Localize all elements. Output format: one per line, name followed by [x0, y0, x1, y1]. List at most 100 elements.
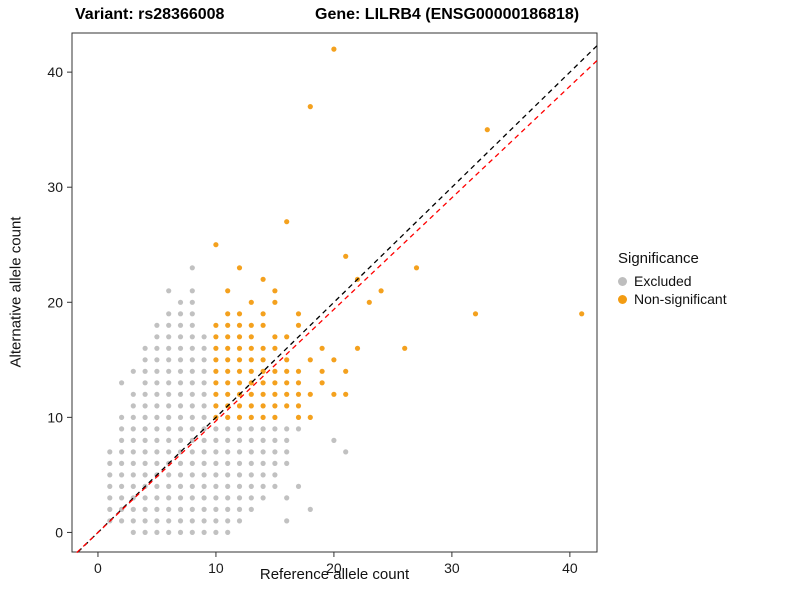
data-point-non-significant [225, 368, 231, 374]
data-point-excluded [225, 483, 231, 489]
data-point-non-significant [472, 311, 479, 317]
data-point-excluded [177, 472, 184, 478]
data-point-excluded [142, 506, 148, 512]
data-point-non-significant [248, 403, 254, 409]
x-tick-label: 30 [444, 560, 460, 576]
data-point-excluded [189, 380, 195, 386]
data-point-non-significant [213, 403, 219, 409]
data-point-non-significant [284, 334, 290, 340]
data-point-excluded [189, 299, 195, 305]
data-point-excluded [177, 334, 184, 340]
data-point-non-significant [272, 380, 278, 386]
data-point-excluded [284, 495, 290, 501]
data-point-non-significant [248, 345, 254, 351]
data-point-non-significant [319, 368, 325, 374]
data-point-non-significant [248, 322, 254, 328]
data-point-non-significant [378, 288, 384, 294]
data-point-excluded [225, 460, 231, 466]
data-point-non-significant [213, 368, 219, 374]
data-point-non-significant [272, 299, 278, 305]
data-point-non-significant [248, 414, 254, 420]
data-point-excluded [189, 472, 195, 478]
data-point-excluded [213, 506, 219, 512]
data-point-excluded [201, 391, 207, 397]
data-point-excluded [213, 472, 219, 478]
data-point-non-significant [236, 380, 243, 386]
data-point-non-significant [213, 242, 219, 248]
data-point-excluded [236, 449, 243, 455]
data-point-non-significant [213, 391, 219, 397]
data-point-non-significant [213, 322, 219, 328]
data-point-excluded [189, 357, 195, 363]
data-point-non-significant [272, 414, 278, 420]
data-point-excluded [213, 426, 219, 432]
data-point-non-significant [295, 368, 302, 374]
data-point-non-significant [284, 380, 290, 386]
data-point-excluded [272, 460, 278, 466]
data-point-non-significant [225, 357, 231, 363]
data-point-non-significant [236, 357, 243, 363]
data-point-non-significant [225, 380, 231, 386]
data-point-excluded [130, 449, 136, 455]
excluded-point-swatch-icon [618, 276, 627, 286]
data-point-excluded [119, 483, 125, 489]
data-point-excluded [189, 414, 195, 420]
data-point-excluded [248, 460, 254, 466]
data-point-excluded [225, 506, 231, 512]
data-point-non-significant [284, 368, 290, 374]
data-point-excluded [166, 368, 172, 374]
data-point-non-significant [295, 380, 302, 386]
data-point-non-significant [284, 219, 290, 225]
data-point-excluded [107, 483, 113, 489]
data-point-non-significant [319, 345, 325, 351]
data-point-excluded [142, 391, 148, 397]
data-point-excluded [248, 506, 254, 512]
data-point-excluded [119, 460, 125, 466]
data-point-excluded [260, 495, 266, 501]
data-point-excluded [154, 518, 160, 524]
data-point-excluded [189, 368, 195, 374]
x-tick-label: 40 [562, 560, 578, 576]
data-point-excluded [225, 449, 231, 455]
data-point-non-significant [295, 391, 302, 397]
data-point-excluded [166, 357, 172, 363]
data-point-excluded [225, 529, 231, 536]
data-point-excluded [248, 495, 254, 501]
x-tick-label: 20 [326, 560, 342, 576]
data-point-excluded [142, 403, 148, 409]
data-point-excluded [201, 518, 207, 524]
data-point-excluded [272, 426, 278, 432]
data-point-excluded [177, 322, 184, 328]
x-axis-label: Reference allele count [259, 566, 410, 583]
data-point-excluded [248, 483, 254, 489]
data-point-excluded [189, 345, 195, 351]
data-point-excluded [260, 426, 266, 432]
data-point-non-significant [260, 311, 266, 317]
data-point-excluded [236, 426, 243, 432]
data-point-excluded [189, 506, 195, 512]
data-point-non-significant [248, 357, 254, 363]
data-point-excluded [248, 437, 254, 443]
data-point-excluded [130, 506, 136, 512]
data-point-non-significant [213, 357, 219, 363]
data-point-excluded [154, 529, 160, 536]
data-point-excluded [225, 495, 231, 501]
data-point-excluded [177, 299, 184, 305]
data-point-excluded [177, 426, 184, 432]
data-point-non-significant [225, 345, 231, 351]
data-point-non-significant [331, 391, 337, 397]
data-point-excluded [177, 345, 184, 351]
data-point-excluded [142, 426, 148, 432]
data-point-excluded [142, 414, 148, 420]
data-point-non-significant [213, 345, 219, 351]
data-point-excluded [107, 506, 113, 512]
data-point-excluded [177, 357, 184, 363]
data-point-non-significant [260, 357, 266, 363]
data-point-excluded [272, 437, 278, 443]
data-point-excluded [166, 426, 172, 432]
data-point-excluded [201, 403, 207, 409]
data-point-excluded [177, 529, 184, 536]
data-point-excluded [142, 518, 148, 524]
data-point-excluded [213, 437, 219, 443]
